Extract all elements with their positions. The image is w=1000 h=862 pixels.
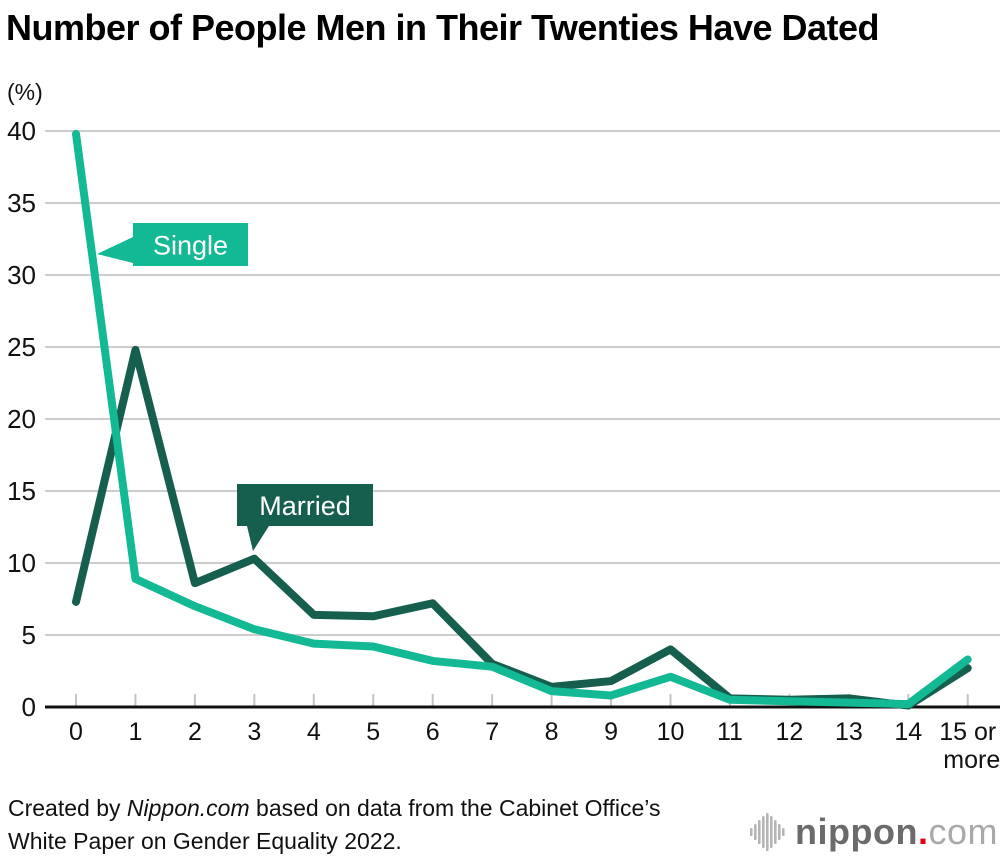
series-callout-married: Married [237,484,373,551]
source-note: Created by Nippon.com based on data from… [8,792,748,857]
soundwave-icon [750,813,785,851]
x-tick-label: 5 [366,718,380,746]
logo-dot: . [917,811,929,852]
y-axis-unit-label: (%) [7,79,43,105]
x-tick-label: 13 [835,718,863,746]
y-tick-label: 25 [7,332,36,362]
y-tick-label: 35 [7,188,36,218]
nippon-logo[interactable]: nippon.com [750,806,998,858]
y-tick-label: 40 [7,116,36,146]
chart-title: Number of People Men in Their Twenties H… [6,7,880,48]
series-line-single [72,129,972,709]
nippon-logo-text: nippon.com [795,811,998,853]
y-tick-label: 15 [7,476,36,506]
x-axis-labels: 0 1 2 3 4 5 6 7 8 9 10 11 12 13 14 15 or more [69,718,1000,774]
source-note-line1: Created by Nippon.com based on data from… [8,792,748,825]
x-tick-label: 10 [657,718,685,746]
y-tick-label: 0 [22,692,36,722]
x-tick-label: 0 [69,718,83,746]
y-tick-label: 30 [7,260,36,290]
x-tick-label: 12 [775,718,803,746]
logo-word-com: com [928,811,998,852]
gridlines [45,130,1000,636]
x-tick-label: 7 [485,718,499,746]
source-name: Nippon.com [126,795,250,821]
x-tick-label: 3 [247,718,261,746]
series-callout-single: Single [97,223,248,266]
y-tick-label: 20 [7,404,36,434]
footer-text: Created by [8,795,127,821]
x-tick-label: 8 [545,718,559,746]
logo-word-nippon: nippon [795,811,918,852]
y-axis-labels: 0 5 10 15 20 25 30 35 40 [7,116,36,722]
source-note-line2: White Paper on Gender Equality 2022. [8,827,402,854]
callout-pointer [97,237,133,263]
y-tick-label: 10 [7,548,36,578]
callout-box [133,223,248,266]
x-tick-label: 9 [604,718,618,746]
x-tick-label: 1 [128,718,142,746]
x-tick-label: 11 [717,718,743,746]
x-tick-label: 4 [307,718,321,746]
x-tick-label: 14 [894,718,922,746]
callout-label: Single [153,231,228,261]
callout-label: Married [259,491,351,521]
x-tick-label: 6 [426,718,440,746]
footer-text: based on data from the Cabinet Office’s [249,795,661,821]
callout-pointer [247,526,269,551]
series-line-married [72,345,972,710]
y-tick-label: 5 [22,620,36,650]
callout-box [237,484,373,526]
x-tick-label: 15 or more [939,718,1000,774]
x-tick-label: 2 [188,718,202,746]
